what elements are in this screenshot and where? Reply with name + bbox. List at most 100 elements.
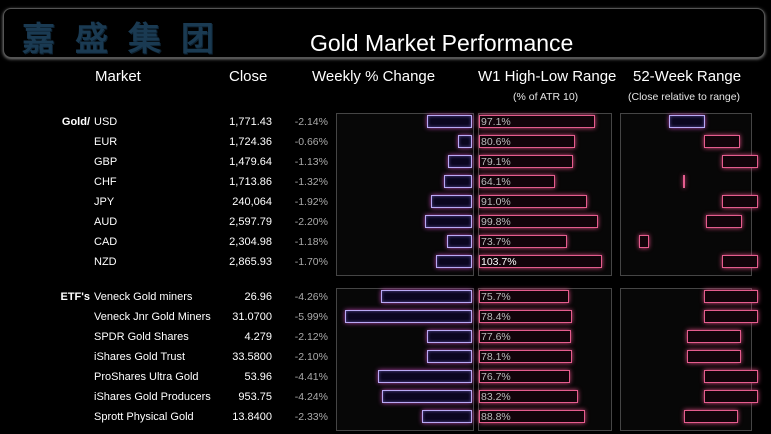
w1-range-value: 75.7% (481, 291, 511, 303)
close-value: 4.279 (244, 331, 272, 343)
close-value: 33.5800 (232, 351, 272, 363)
group-label: Gold/ (61, 116, 90, 128)
week52-bar (722, 155, 758, 168)
header-w1-range-sub: (% of ATR 10) (513, 91, 579, 103)
w1-range-bar (479, 410, 585, 423)
market-name: Veneck Jnr Gold Miners (94, 311, 211, 323)
weekly-change-value: -1.18% (294, 236, 328, 248)
market-name: Sprott Physical Gold (94, 411, 194, 423)
weekly-change-value: -1.32% (294, 176, 328, 188)
w1-range-bar (479, 175, 556, 188)
header-market: Market (95, 68, 141, 85)
week52-bar (704, 290, 758, 303)
w1-range-value: 76.7% (481, 371, 511, 383)
market-name: iShares Gold Producers (94, 391, 211, 403)
w1-range-bar (479, 255, 603, 268)
week52-bar (704, 310, 758, 323)
weekly-change-bar (426, 115, 472, 128)
w1-range-bar (479, 115, 595, 128)
weekly-change-value: -4.41% (294, 371, 328, 383)
header-52-week: 52-Week Range (633, 68, 742, 85)
w1-range-value: 77.6% (481, 331, 511, 343)
weekly-change-bar (427, 350, 472, 363)
w1-range-value: 103.7% (481, 256, 517, 268)
week52-bar (669, 115, 706, 128)
week52-bar (687, 350, 742, 363)
w1-range-value: 91.0% (481, 196, 511, 208)
company-logo: 嘉盛集团 (22, 19, 234, 58)
w1-range-bar (479, 370, 571, 383)
header-weekly-change: Weekly % Change (312, 68, 436, 85)
w1-range-value: 80.6% (481, 136, 511, 148)
w1-range-bar (479, 195, 588, 208)
market-name: EUR (94, 136, 118, 148)
market-name: CHF (94, 176, 117, 188)
close-value: 26.96 (244, 291, 272, 303)
close-value: 2,304.98 (229, 236, 272, 248)
header-w1-range: W1 High-Low Range (478, 68, 617, 85)
close-value: 953.75 (238, 391, 272, 403)
market-name: JPY (94, 196, 115, 208)
week52-bar (683, 410, 738, 423)
weekly-change-bar (425, 215, 472, 228)
close-value: 240,064 (232, 196, 272, 208)
weekly-change-value: -2.14% (294, 116, 328, 128)
w1-range-value: 83.2% (481, 391, 511, 403)
weekly-change-bar (457, 135, 472, 148)
w1-range-value: 78.4% (481, 311, 511, 323)
close-value: 1,713.86 (229, 176, 272, 188)
close-value: 31.0700 (232, 311, 272, 323)
w1-range-value: 99.8% (481, 216, 511, 228)
market-name: CAD (94, 236, 118, 248)
w1-range-value: 88.8% (481, 411, 511, 423)
week52-marker (682, 175, 685, 188)
w1-range-bar (479, 310, 573, 323)
weekly-change-value: -2.20% (294, 216, 328, 228)
w1-range-value: 78.1% (481, 351, 511, 363)
weekly-change-value: -2.12% (294, 331, 328, 343)
close-value: 1,479.64 (229, 156, 272, 168)
weekly-change-bar (422, 410, 472, 423)
close-value: 2,865.93 (229, 256, 272, 268)
w1-range-bar (479, 390, 579, 403)
close-value: 2,597.79 (229, 216, 272, 228)
w1-range-bar (479, 135, 575, 148)
weekly-change-value: -1.13% (294, 156, 328, 168)
market-name: NZD (94, 256, 117, 268)
w1-range-bar (479, 155, 574, 168)
weekly-change-bar (381, 390, 472, 403)
header-close: Close (229, 68, 268, 85)
close-value: 1,771.43 (229, 116, 272, 128)
weekly-change-value: -2.10% (294, 351, 328, 363)
week52-bar (722, 195, 758, 208)
weekly-change-bar (443, 175, 472, 188)
weekly-change-bar (344, 310, 472, 323)
weekly-change-value: -0.66% (294, 136, 328, 148)
w1-range-bar (479, 215, 598, 228)
weekly-change-value: -5.99% (294, 311, 328, 323)
week52-bar (703, 135, 740, 148)
weekly-change-value: -4.24% (294, 391, 328, 403)
w1-range-bar (479, 350, 572, 363)
week52-bar (704, 370, 758, 383)
w1-range-value: 97.1% (481, 116, 511, 128)
week52-bar (704, 390, 758, 403)
weekly-change-bar (446, 235, 472, 248)
market-name: AUD (94, 216, 118, 228)
w1-range-bar (479, 330, 572, 343)
w1-range-value: 79.1% (481, 156, 511, 168)
weekly-change-panel (336, 113, 474, 276)
w1-range-bar (479, 235, 567, 248)
market-name: Veneck Gold miners (94, 291, 193, 303)
w1-range-value: 64.1% (481, 176, 511, 188)
market-name: GBP (94, 156, 118, 168)
w1-range-value: 73.7% (481, 236, 511, 248)
market-name: SPDR Gold Shares (94, 331, 189, 343)
close-value: 53.96 (244, 371, 272, 383)
market-name: ProShares Ultra Gold (94, 371, 199, 383)
week52-bar (638, 235, 649, 248)
group-label: ETF's (60, 291, 90, 303)
title-banner: 嘉盛集团 Gold Market Performance (3, 8, 765, 58)
close-value: 13.8400 (232, 411, 272, 423)
weekly-change-value: -1.70% (294, 256, 328, 268)
